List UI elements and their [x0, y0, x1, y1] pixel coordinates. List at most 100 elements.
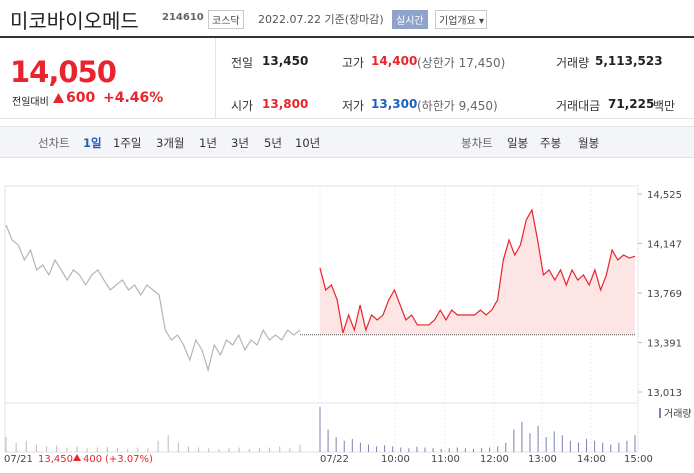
y-tick-label: 14,525	[647, 190, 682, 201]
volume-bar	[218, 449, 220, 452]
stat-label: 거래량	[556, 56, 590, 70]
x-tick-label: 15:00	[624, 454, 653, 465]
volume-bar	[269, 447, 271, 452]
volume-legend-icon	[659, 408, 661, 418]
change-label: 전일대비	[12, 97, 49, 108]
prev-change: 400	[83, 454, 102, 465]
volume-bar	[408, 448, 410, 452]
stat-label: 고가	[342, 56, 365, 70]
volume-bar	[351, 438, 353, 452]
volume-bar	[35, 444, 37, 452]
volume-bar	[198, 447, 200, 452]
volume-bar	[177, 442, 179, 452]
market: 코스닥	[208, 10, 244, 29]
volume-bar	[416, 446, 418, 452]
y-tick-label: 13,769	[647, 289, 682, 300]
volume-bar	[299, 444, 301, 452]
volume-bar	[529, 433, 531, 452]
volume-bar	[25, 440, 27, 452]
candle-chart-label: 봉차트	[461, 136, 493, 150]
up-icon	[53, 93, 64, 103]
volume-bar	[594, 440, 596, 452]
volume-bar	[238, 447, 240, 452]
volume-bar	[513, 429, 515, 452]
volume-bar	[610, 444, 612, 452]
price-line	[319, 208, 636, 334]
volume-bar	[147, 448, 149, 452]
volume-bar	[376, 446, 378, 452]
x-tick-label: 11:00	[431, 454, 460, 465]
stat-label: 저가	[342, 99, 365, 113]
stat-unit: 백만	[653, 99, 676, 113]
volume-bar	[96, 447, 98, 452]
up-icon	[73, 454, 81, 461]
price: 14,050	[10, 55, 117, 89]
volume-bar	[248, 449, 250, 452]
volume-bar	[545, 437, 547, 452]
volume-bar	[106, 446, 108, 452]
volume-bar	[602, 442, 604, 452]
volume-bar	[569, 440, 571, 452]
candle-tab[interactable]: 주봉	[540, 136, 562, 150]
volume-bar	[137, 447, 139, 452]
tab-bar: 선차트 1일 1주일 3개월 1년 3년 5년 10년 봉차트 일봉 주봉 월봉	[0, 126, 694, 158]
prev-pct: (+3.07%)	[105, 454, 153, 465]
volume-bar	[327, 429, 329, 452]
volume-bar	[586, 438, 588, 452]
y-tick-label: 14,147	[647, 240, 682, 251]
company-info: 기업개요	[439, 16, 476, 27]
volume-bar	[392, 446, 394, 452]
stat-value: 14,400	[371, 54, 418, 68]
volume-bar	[15, 442, 17, 452]
company-info-button[interactable]: 기업개요 ▾	[435, 10, 487, 29]
volume-bar	[228, 448, 230, 452]
x-tick-label: 13:00	[528, 454, 557, 465]
volume-bar	[167, 435, 169, 452]
x-tick-label: 07/22	[320, 454, 349, 465]
area-fill	[320, 209, 635, 335]
volume-bar	[86, 448, 88, 452]
x-tick-label: 07/21	[4, 454, 33, 465]
volume-bar	[561, 435, 563, 452]
volume-bar	[76, 446, 78, 452]
volume-bar	[335, 437, 337, 452]
volume-bar	[367, 444, 369, 452]
stat-value: 5,113,523	[595, 54, 663, 68]
period-tab[interactable]: 1주일	[113, 136, 142, 150]
stock-name: 미코바이오메드	[10, 9, 139, 33]
stat-label: 전일	[231, 56, 254, 70]
volume-bar	[258, 448, 260, 452]
period-tab[interactable]: 10년	[295, 136, 321, 150]
stat-label: 시가	[231, 99, 254, 113]
divider	[0, 118, 694, 119]
y-tick-label: 13,391	[647, 339, 682, 350]
candle-tab[interactable]: 월봉	[578, 136, 600, 150]
volume-bar	[577, 442, 579, 452]
volume-bar	[497, 446, 499, 452]
period-tab[interactable]: 3개월	[156, 136, 185, 150]
volume-bar	[117, 448, 119, 452]
y-tick-label: 13,013	[647, 388, 682, 399]
volume-bar	[464, 448, 466, 452]
volume-bar	[384, 445, 386, 452]
prev-close: 13,450	[38, 454, 73, 465]
stat-value: 71,225	[608, 97, 655, 111]
volume-bar	[626, 440, 628, 452]
volume-bar	[553, 431, 555, 452]
realtime-button[interactable]: 실시간	[392, 10, 428, 29]
period-tab[interactable]: 1년	[199, 136, 217, 150]
stock-code: 214610	[162, 12, 204, 23]
period-tab[interactable]: 3년	[231, 136, 249, 150]
x-tick-label: 12:00	[480, 454, 509, 465]
volume-bar	[343, 440, 345, 452]
volume-label: 거래량	[664, 408, 692, 420]
candle-tab[interactable]: 일봉	[507, 136, 529, 150]
volume-bar	[481, 448, 483, 452]
volume-bar	[521, 422, 523, 452]
period-tab[interactable]: 1일	[83, 136, 102, 150]
change: 600	[66, 90, 96, 106]
period-tab[interactable]: 5년	[264, 136, 282, 150]
volume-bar	[66, 447, 68, 452]
volume-bar	[456, 447, 458, 452]
